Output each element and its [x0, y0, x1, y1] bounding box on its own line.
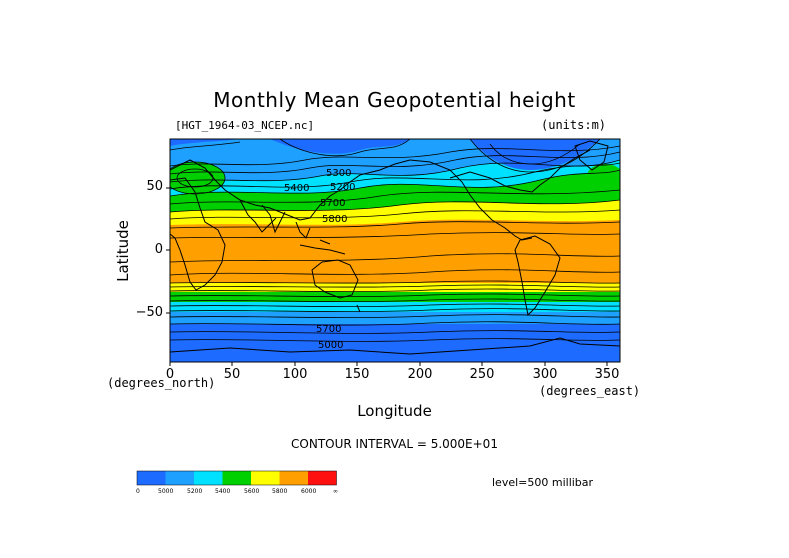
legend-label: 5600 — [244, 488, 259, 495]
x-tick-label: 50 — [223, 367, 241, 382]
contour-label: 5000 — [318, 340, 343, 351]
polar-low-asia — [270, 139, 410, 154]
legend-swatch — [165, 471, 194, 485]
contour-label: 5300 — [326, 168, 351, 179]
contour-interval: CONTOUR INTERVAL = 5.000E+01 — [291, 437, 498, 451]
coastlines — [170, 140, 620, 355]
legend-swatch — [137, 471, 166, 485]
legend-colorbar: 0 5000 5200 5400 5600 5800 6000 ∞ — [136, 470, 338, 495]
axis-ticks — [166, 187, 608, 366]
x-tick-label: 300 — [532, 367, 558, 382]
band-south-5400 — [170, 291, 620, 302]
units-label: (units:m) — [541, 118, 607, 132]
band-south-5000 — [170, 311, 620, 324]
y-tick-label: 0 — [154, 242, 163, 257]
contour-label: 5800 — [322, 214, 347, 225]
x-tick-label: 200 — [407, 367, 433, 382]
y-unit-label: (degrees_north) — [107, 376, 216, 390]
legend-label: 5000 — [158, 488, 173, 495]
polar-low-west — [170, 139, 240, 146]
contour-label: 5700 — [316, 324, 341, 335]
band-south-polar — [170, 323, 620, 362]
legend-swatch — [222, 471, 251, 485]
x-unit-label: (degrees_east) — [539, 384, 641, 398]
legend-swatch — [194, 471, 223, 485]
contour-lines — [170, 139, 620, 342]
x-tick-label: 250 — [469, 367, 495, 382]
contour-label: 5400 — [284, 183, 309, 194]
legend-label: ∞ — [333, 488, 338, 495]
legend-label: 5400 — [215, 488, 230, 495]
contour-label: 5700 — [320, 198, 345, 209]
ridge-atlantic — [587, 164, 620, 188]
plot-area: 5300 5200 5400 5700 5800 5700 5000 — [170, 139, 620, 362]
legend-swatch — [279, 471, 308, 485]
x-tick-label: 0 — [165, 367, 175, 382]
level-label: level=500 millibar — [492, 476, 594, 489]
y-tick-label: 50 — [146, 179, 163, 194]
legend-swatch — [308, 471, 337, 485]
file-label: [HGT_1964-03_NCEP.nc] — [175, 119, 315, 132]
legend-swatch — [251, 471, 280, 485]
legend-label: 5800 — [272, 488, 287, 495]
x-tick-label: 350 — [594, 367, 620, 382]
legend-label: 5200 — [187, 488, 202, 495]
band-south-5200 — [170, 301, 620, 312]
contour-label: 5200 — [330, 182, 355, 193]
y-tick-label: −50 — [135, 305, 163, 320]
chart-title: Monthly Mean Geopotential height — [213, 88, 576, 112]
band-south-5600 — [170, 283, 620, 292]
contour-label-group: 5300 5200 5400 5700 5800 5700 5000 — [284, 168, 355, 351]
legend-label: 0 — [136, 488, 140, 495]
y-axis-label: Latitude — [114, 220, 132, 282]
legend-label: 6000 — [301, 488, 316, 495]
x-axis-label: Longitude — [357, 402, 432, 420]
x-tick-label: 150 — [344, 367, 370, 382]
polar-low-america — [470, 139, 600, 170]
x-tick-label: 100 — [282, 367, 308, 382]
